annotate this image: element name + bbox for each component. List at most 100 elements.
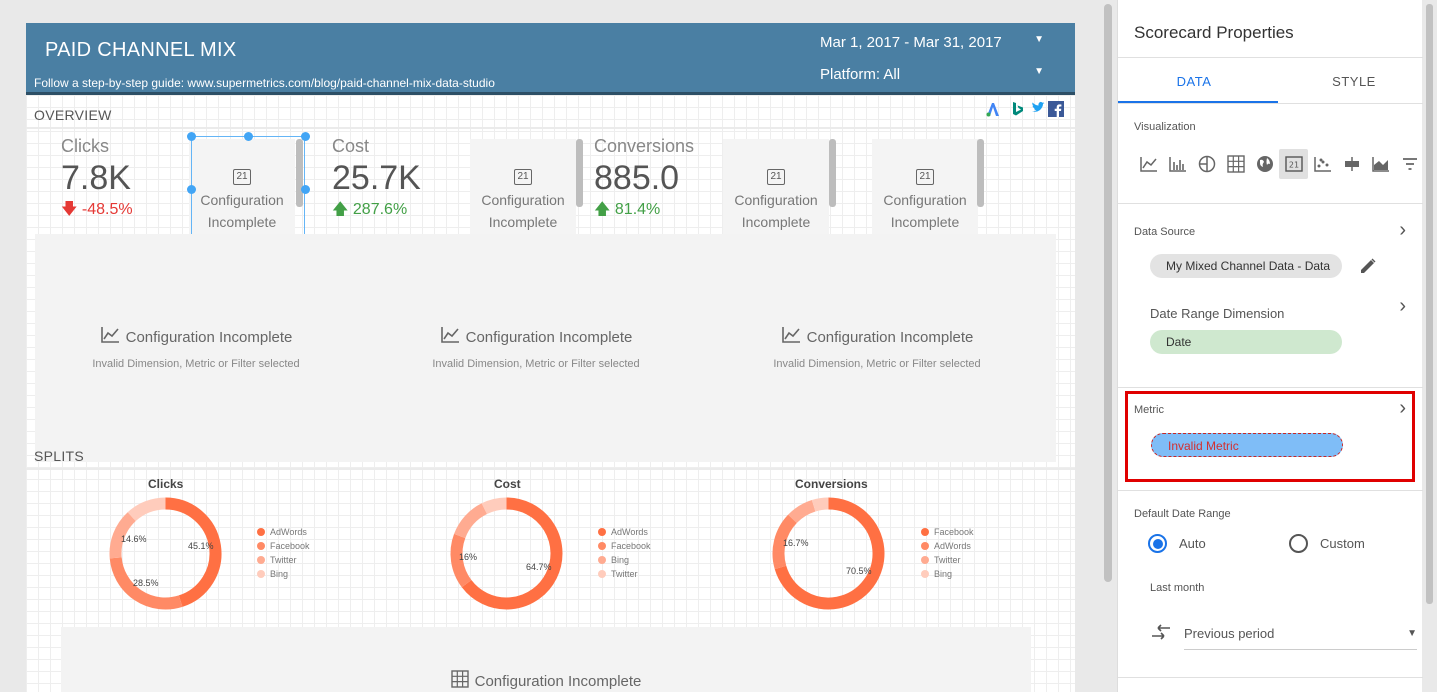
highlight-annotation bbox=[1125, 391, 1415, 482]
divider bbox=[1118, 490, 1423, 491]
donut-slice[interactable] bbox=[772, 514, 798, 570]
scorecard-value: 25.7K bbox=[332, 159, 421, 197]
scorecard-config-incomplete[interactable]: 21 Configuration Incomplete bbox=[872, 139, 978, 243]
scorecard-config-incomplete[interactable]: 21 Configuration Incomplete bbox=[189, 139, 295, 243]
scorecard-clicks[interactable]: Clicks 7.8K 🡇 -48.5% bbox=[61, 136, 181, 225]
scatter-chart-icon[interactable] bbox=[1308, 149, 1337, 179]
legend-label: Twitter bbox=[934, 555, 961, 565]
legend-item: Facebook bbox=[598, 539, 651, 553]
donut-legend: AdWords Facebook Bing Twitter bbox=[598, 525, 651, 581]
timeseries-chart-1[interactable]: Configuration Incomplete Invalid Dimensi… bbox=[71, 326, 321, 370]
donut-chart-cost[interactable] bbox=[449, 496, 564, 611]
resize-handle[interactable] bbox=[301, 132, 310, 141]
resize-handle[interactable] bbox=[187, 185, 196, 194]
donut-slice[interactable] bbox=[109, 512, 137, 559]
legend-swatch bbox=[921, 542, 929, 550]
radio-custom[interactable]: Custom bbox=[1289, 534, 1365, 553]
radio-auto[interactable]: Auto bbox=[1148, 534, 1206, 553]
area-chart-icon[interactable] bbox=[1366, 149, 1395, 179]
chevron-right-icon[interactable]: › bbox=[1399, 397, 1406, 419]
chevron-right-icon[interactable]: › bbox=[1399, 219, 1406, 241]
legend-swatch bbox=[598, 542, 606, 550]
bar-chart-icon[interactable] bbox=[1163, 149, 1192, 179]
donut-slice[interactable] bbox=[127, 497, 166, 522]
config-incomplete-title: Configuration Incomplete bbox=[396, 670, 696, 692]
bing-icon bbox=[1011, 101, 1025, 121]
legend-label: AdWords bbox=[611, 527, 648, 537]
edit-icon[interactable] bbox=[1358, 256, 1378, 281]
legend-swatch bbox=[257, 570, 265, 578]
splits-label: SPLITS bbox=[34, 448, 85, 464]
properties-panel: Scorecard Properties DATA STYLE Visualiz… bbox=[1117, 0, 1424, 692]
donut-slice[interactable] bbox=[109, 557, 183, 610]
data-source-chip[interactable]: My Mixed Channel Data - Data bbox=[1150, 254, 1342, 278]
legend-item: Twitter bbox=[257, 553, 310, 567]
last-month-label: Last month bbox=[1150, 582, 1205, 594]
scorecard-value: 885.0 bbox=[594, 159, 680, 197]
line-chart-icon bbox=[100, 326, 120, 348]
geo-map-icon[interactable] bbox=[1250, 149, 1279, 179]
timeseries-chart-2[interactable]: Configuration Incomplete Invalid Dimensi… bbox=[411, 326, 661, 370]
arrow-up-icon: 🡅 bbox=[332, 201, 349, 218]
donut-slice[interactable] bbox=[454, 503, 488, 539]
resize-handle[interactable] bbox=[244, 132, 253, 141]
scrollbar[interactable] bbox=[829, 139, 836, 207]
canvas-scrollbar[interactable] bbox=[1104, 4, 1112, 582]
bullet-chart-icon[interactable] bbox=[1337, 149, 1366, 179]
donut-slice[interactable] bbox=[774, 497, 885, 610]
table-chart[interactable]: Configuration Incomplete bbox=[396, 670, 696, 692]
resize-handle[interactable] bbox=[187, 132, 196, 141]
chevron-right-icon[interactable]: › bbox=[1399, 295, 1406, 317]
donut-title: Clicks bbox=[148, 477, 184, 491]
line-chart-icon bbox=[781, 326, 801, 348]
tab-style[interactable]: STYLE bbox=[1332, 74, 1376, 89]
data-source-label: Data Source bbox=[1134, 226, 1196, 238]
donut-chart-clicks[interactable] bbox=[108, 496, 223, 611]
date-range-selector[interactable]: Mar 1, 2017 - Mar 31, 2017 ▼ bbox=[820, 34, 1044, 51]
timeseries-chart-3[interactable]: Configuration Incomplete Invalid Dimensi… bbox=[752, 326, 1002, 370]
scrollbar[interactable] bbox=[576, 139, 583, 207]
report-title: PAID CHANNEL MIX bbox=[45, 39, 237, 61]
pie-chart-icon[interactable] bbox=[1192, 149, 1221, 179]
filter-control-icon[interactable] bbox=[1395, 149, 1424, 179]
donut-slice[interactable] bbox=[811, 497, 829, 512]
divider bbox=[1118, 387, 1423, 388]
panel-scrollbar[interactable] bbox=[1426, 4, 1433, 604]
platform-filter[interactable]: Platform: All ▼ bbox=[820, 66, 1044, 83]
scorecard-change: 🡅 287.6% bbox=[332, 198, 452, 225]
radio-label: Auto bbox=[1179, 536, 1206, 551]
overview-label: OVERVIEW bbox=[34, 107, 112, 123]
donut-slice[interactable] bbox=[461, 497, 563, 610]
scrollbar[interactable] bbox=[296, 139, 303, 207]
scorecard-config-incomplete[interactable]: 21 Configuration Incomplete bbox=[470, 139, 576, 243]
comparison-value: Previous period bbox=[1184, 626, 1275, 641]
table-icon[interactable] bbox=[1221, 149, 1250, 179]
config-line2: Incomplete bbox=[207, 214, 277, 230]
tab-data[interactable]: DATA bbox=[1176, 74, 1212, 89]
table-icon bbox=[450, 670, 469, 692]
scrollbar[interactable] bbox=[977, 139, 984, 207]
time-series-icon[interactable] bbox=[1134, 149, 1163, 179]
metric-chip[interactable]: Invalid Metric bbox=[1151, 433, 1343, 457]
date-dimension-chip[interactable]: Date bbox=[1150, 330, 1342, 354]
config-line1: Configuration bbox=[200, 192, 284, 208]
selection-frame[interactable] bbox=[191, 136, 305, 243]
donut-slice[interactable] bbox=[481, 497, 507, 515]
donut-slice[interactable] bbox=[165, 497, 222, 607]
slice-label: 16.7% bbox=[783, 538, 809, 548]
twitter-icon bbox=[1031, 101, 1045, 119]
scorecard-config-incomplete[interactable]: 21 Configuration Incomplete bbox=[723, 139, 829, 243]
config-line2: Incomplete bbox=[488, 214, 558, 230]
scorecard-icon[interactable]: 21 bbox=[1279, 149, 1308, 179]
comparison-dropdown[interactable]: Previous period ▼ bbox=[1184, 626, 1417, 650]
scorecard-conversions[interactable]: Conversions 885.0 🡅 81.4% bbox=[594, 136, 744, 225]
donut-title: Conversions bbox=[795, 477, 868, 491]
donut-slice[interactable] bbox=[788, 500, 816, 524]
donut-slice[interactable] bbox=[450, 533, 472, 588]
legend-label: Facebook bbox=[270, 541, 310, 551]
visualization-label: Visualization bbox=[1134, 121, 1196, 133]
resize-handle[interactable] bbox=[301, 185, 310, 194]
compare-icon bbox=[1150, 624, 1172, 640]
donut-chart-conversions[interactable] bbox=[771, 496, 886, 611]
scorecard-cost[interactable]: Cost 25.7K 🡅 287.6% bbox=[332, 136, 452, 225]
